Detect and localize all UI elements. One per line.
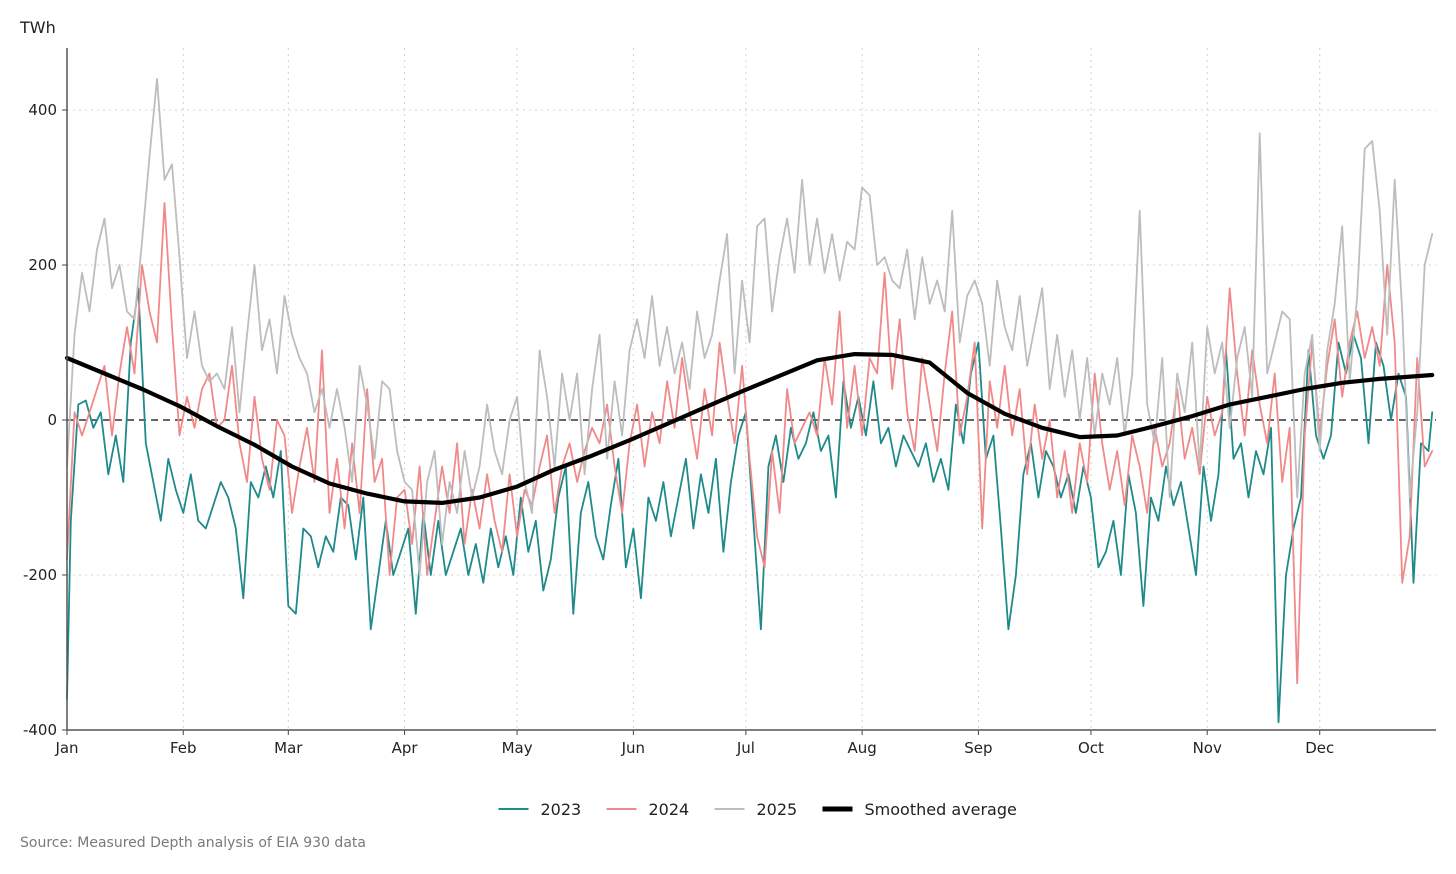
y-tick-label: 0 xyxy=(47,411,57,429)
legend-label-2025: 2025 xyxy=(757,800,798,819)
legend-label-2024: 2024 xyxy=(649,800,690,819)
legend-label-2023: 2023 xyxy=(541,800,582,819)
x-tick-label: Oct xyxy=(1078,739,1104,757)
x-tick-label: Jan xyxy=(54,739,78,757)
y-axis-label: TWh xyxy=(19,18,56,37)
axes: Jan Feb Mar Apr May Jun Jul Aug Sep Oct Nov Dec -400… xyxy=(23,48,1436,757)
legend: 2023 2024 2025 Smoothed average xyxy=(498,800,1017,819)
x-tick-label: Dec xyxy=(1305,739,1334,757)
x-tick-label: Mar xyxy=(274,739,303,757)
series-layer xyxy=(64,78,1435,724)
y-tick-label: -200 xyxy=(23,566,57,584)
x-tick-label: Nov xyxy=(1193,739,1222,757)
x-tick-label: Sep xyxy=(964,739,992,757)
series-line-2025 xyxy=(66,78,1434,576)
x-tick-label: May xyxy=(502,739,533,757)
series-line-2024 xyxy=(66,202,1434,685)
series-line-smoothed-average xyxy=(64,352,1435,505)
source-note: Source: Measured Depth analysis of EIA 9… xyxy=(20,835,366,851)
y-tick-label: -400 xyxy=(23,721,57,739)
x-tick-label: Aug xyxy=(847,739,876,757)
y-tick-label: 200 xyxy=(28,256,57,274)
x-tick-label: Feb xyxy=(170,739,197,757)
legend-label-smoothed-average: Smoothed average xyxy=(865,800,1017,819)
x-tick-label: Jul xyxy=(736,739,755,757)
series-line-2023 xyxy=(66,287,1434,724)
x-tick-label: Apr xyxy=(392,739,419,757)
x-tick-label: Jun xyxy=(621,739,645,757)
y-tick-label: 400 xyxy=(28,101,57,119)
